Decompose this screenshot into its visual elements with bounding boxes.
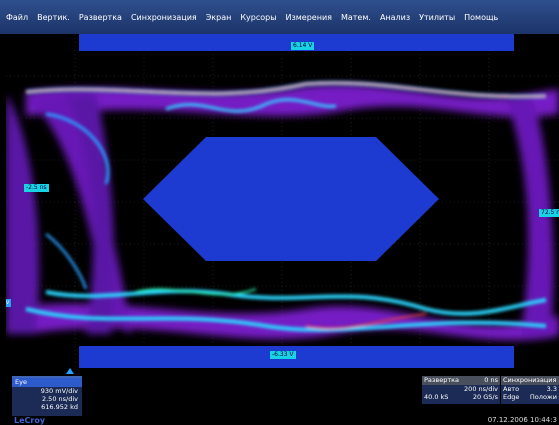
bottom-voltage-label: -6.33 V	[270, 351, 296, 359]
brand-logo: LeCroy	[14, 416, 46, 425]
timebase-title: Развертка	[424, 376, 460, 384]
channel-marker[interactable]: Ev	[6, 299, 12, 307]
trigger-level: 3.3	[546, 385, 557, 393]
mask-center	[143, 137, 439, 261]
mask-bottom	[79, 346, 514, 368]
trigger-arrow-icon[interactable]	[66, 368, 74, 374]
trigger-title: Синхронизация	[503, 376, 557, 384]
volts-div: 930 mV/div	[40, 387, 78, 395]
trigger-type: Edge	[503, 393, 520, 401]
right-time-label: 72.5 ns	[539, 209, 559, 217]
menu-item[interactable]: Измерения	[285, 12, 332, 22]
top-voltage-label: 6.14 V	[291, 42, 315, 50]
menu-item[interactable]: Экран	[205, 12, 232, 22]
menu-item[interactable]: Матем.	[340, 12, 371, 22]
trigger-panel[interactable]: Синхронизация Авто 3.3 Edge Положи	[501, 376, 559, 404]
eye-traces	[25, 80, 547, 332]
menu-item[interactable]: Развертка	[78, 12, 122, 22]
menu-item[interactable]: Файл	[6, 12, 29, 22]
eye-diagram	[6, 34, 559, 368]
menu-item[interactable]: Вертик.	[37, 12, 70, 22]
timebase-panel[interactable]: Развертка 0 ns 200 ns/div 40.0 kS 20 GS/…	[422, 376, 500, 404]
sweep-count: 616.952 kd	[41, 403, 78, 411]
menu-item[interactable]: Курсоры	[240, 12, 277, 22]
menu-bar: Файл Вертик. Развертка Синхронизация Экран Ку…	[0, 0, 559, 34]
menu-item[interactable]: Помощь	[464, 12, 499, 22]
menu-item[interactable]: Утилиты	[419, 12, 456, 22]
datetime: 07.12.2006 10:44:3	[487, 416, 557, 424]
timebase-ns-div: 200 ns/div	[464, 385, 498, 393]
timebase-rate: 20 GS/s	[472, 393, 498, 401]
trigger-slope: Положи	[529, 393, 557, 401]
menu-item[interactable]: Анализ	[379, 12, 411, 22]
channel-title: Eye	[12, 378, 82, 387]
scope-display: 6.14 V -6.33 V -2.5 ns 72.5 ns Ev	[6, 34, 559, 368]
time-div: 2.50 ns/div	[41, 395, 78, 403]
left-time-label: -2.5 ns	[24, 184, 49, 192]
trigger-mode: Авто	[503, 385, 520, 393]
timebase-delay: 0 ns	[484, 376, 498, 384]
menu-item[interactable]: Синхронизация	[130, 12, 197, 22]
timebase-samples: 40.0 kS	[424, 393, 449, 401]
status-area: Eye 930 mV/div 2.50 ns/div 616.952 kd Ра…	[0, 368, 559, 425]
channel-panel[interactable]: Eye 930 mV/div 2.50 ns/div 616.952 kd	[12, 376, 82, 416]
